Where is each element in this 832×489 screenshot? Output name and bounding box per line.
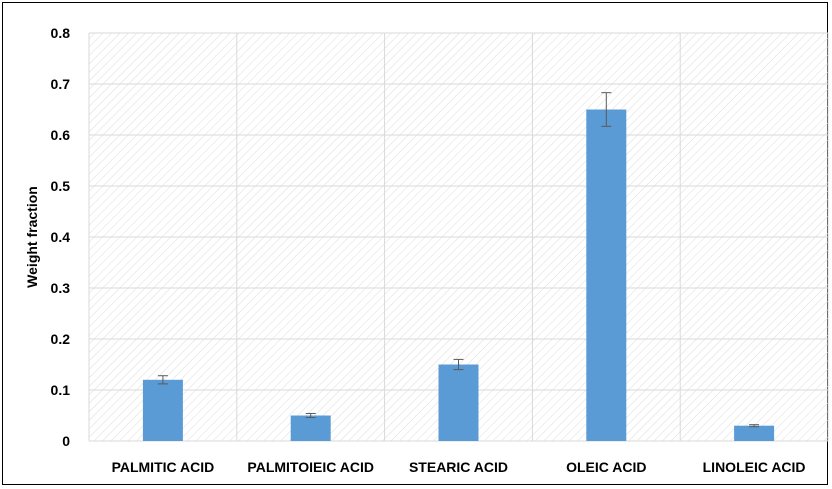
bar <box>142 379 183 441</box>
x-tick-labels: PALMITIC ACID PALMITOIEIC ACID STEARIC ACI… <box>112 459 806 475</box>
bar <box>586 109 627 441</box>
gridlines <box>88 32 829 442</box>
y-tick-label: 0.3 <box>51 280 71 296</box>
y-tick-label: 0.7 <box>51 76 71 92</box>
y-tick-label: 0.2 <box>51 331 71 347</box>
x-tick-label: LINOLEIC ACID <box>703 459 806 475</box>
y-tick-label: 0 <box>62 433 70 449</box>
error-bars-group <box>157 92 760 428</box>
bar <box>438 364 479 441</box>
y-tick-label: 0.1 <box>51 382 71 398</box>
bar <box>734 425 775 441</box>
bars-group <box>142 109 775 441</box>
x-tick-label: PALMITIC ACID <box>112 459 215 475</box>
y-tick-label: 0.6 <box>51 127 71 143</box>
y-tick-label: 0.4 <box>51 229 71 245</box>
x-tick-label: STEARIC ACID <box>409 459 508 475</box>
y-tick-label: 0.5 <box>51 178 71 194</box>
y-tick-label: 0.8 <box>51 25 71 41</box>
y-tick-labels: 0 0.1 0.2 0.3 0.4 0.5 0.6 0.7 0.8 <box>51 25 71 449</box>
x-tick-label: PALMITOIEIC ACID <box>247 459 374 475</box>
y-axis-title: Weight fraction <box>24 186 40 288</box>
x-tick-label: OLEIC ACID <box>566 459 646 475</box>
bar <box>290 415 331 441</box>
